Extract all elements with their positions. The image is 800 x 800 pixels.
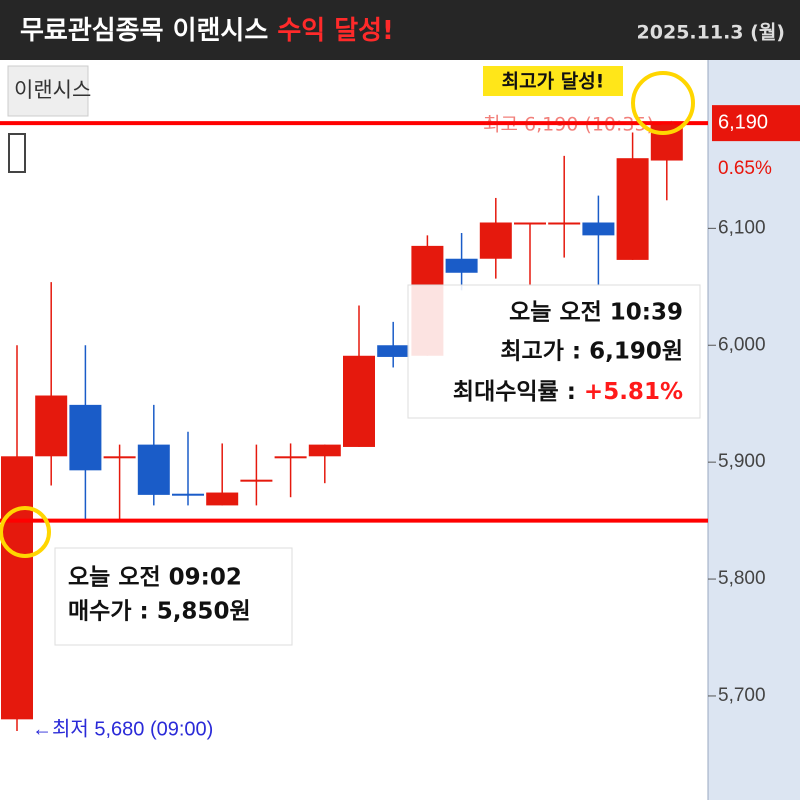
candle-body: [514, 222, 546, 225]
symbol-box: [7, 65, 89, 117]
candle-body: [69, 404, 102, 471]
candle-body: [240, 479, 273, 482]
candle-body: [274, 456, 307, 459]
high-price: 최고가 : 6,190원: [500, 339, 683, 365]
candle-body: [582, 222, 615, 236]
candle-body: [343, 355, 375, 447]
candle-body: [308, 444, 341, 457]
header-bar: [0, 0, 800, 60]
tool-icon: [8, 133, 26, 173]
y-tick-label: 5,900: [718, 451, 766, 472]
highlight-circle: [0, 506, 51, 558]
header-title: 무료관심종목 이랜시스 수익 달성!: [20, 16, 394, 46]
high-note: 최고 6,190 (10:35) →: [483, 114, 676, 136]
badge-box: [483, 66, 623, 96]
plot: 5,700 5,800 5,900 6,000 6,100 6,190 0.65% 최고 6,…: [0, 105, 800, 740]
candle-body: [377, 345, 410, 357]
high-box: [407, 284, 701, 419]
symbol: 이랜시스: [14, 78, 91, 102]
return-label: 최대수익률 :: [453, 379, 584, 405]
candle-body: [206, 492, 239, 506]
axis-panel: [708, 60, 800, 800]
candle-body: [548, 222, 581, 225]
buy-time: 오늘 오전 09:02: [68, 565, 242, 591]
title-accent: 수익 달성!: [277, 16, 394, 46]
change-label: 0.65%: [718, 158, 772, 179]
high-return: 최대수익률 : +5.81%: [453, 379, 683, 405]
y-tick-label: 6,000: [718, 334, 766, 355]
high-time: 오늘 오전 10:39: [509, 300, 683, 326]
buy-price: 매수가 : 5,850원: [68, 599, 251, 625]
y-tick-label: 5,800: [718, 568, 766, 589]
candle-body: [445, 258, 478, 273]
header-date: 2025.11.3 (월): [637, 22, 785, 44]
y-tick-label: 6,100: [718, 217, 766, 238]
price-tag: [712, 105, 800, 142]
title-main: 무료관심종목 이랜시스: [20, 16, 268, 46]
candle-body: [137, 444, 170, 495]
badge: 최고가 달성!: [502, 71, 605, 93]
return-value: +5.81%: [584, 379, 683, 405]
y-tick-label: 5,700: [718, 685, 766, 706]
buy-box: [54, 547, 293, 646]
price-tag-label: 6,190: [718, 111, 768, 133]
candle-body: [103, 456, 136, 459]
low-note: ←최저 5,680 (09:00): [32, 717, 213, 740]
candle-body: [35, 395, 68, 457]
candle-body: [1, 456, 33, 720]
candle-body: [479, 222, 512, 259]
candle-body: [616, 158, 649, 260]
highlight-circle: [631, 71, 695, 135]
candle-body: [172, 493, 204, 496]
